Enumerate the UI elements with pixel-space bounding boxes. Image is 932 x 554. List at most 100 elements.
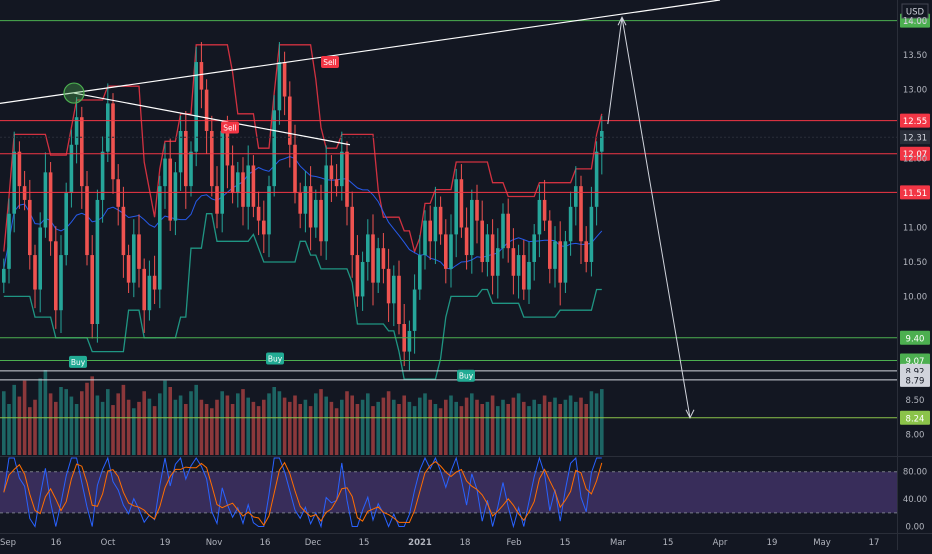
candle (522, 239, 526, 300)
buy-signal: Buy (69, 355, 87, 368)
candle (532, 224, 536, 281)
candle-body (178, 130, 183, 173)
volume-bar (558, 404, 562, 455)
volume-bar (360, 399, 365, 455)
candle (386, 248, 391, 322)
volume-bar (454, 401, 458, 455)
candle-body (95, 199, 100, 325)
candle (111, 93, 115, 194)
candle (267, 175, 271, 258)
candle-body (126, 255, 131, 283)
volume-bar (464, 397, 469, 455)
time-tick-label: 15 (663, 538, 674, 548)
candle-body (334, 179, 339, 187)
supertrend-lower-line (3, 213, 602, 380)
volume-bar (303, 399, 308, 455)
candle-body (298, 193, 302, 214)
time-tick-label: Mar (610, 538, 627, 548)
candle (277, 42, 282, 125)
candle (215, 166, 219, 229)
time-tick-label: Apr (713, 538, 728, 548)
candle (496, 228, 500, 299)
last-price-tag (900, 130, 930, 145)
candle (293, 124, 297, 204)
volume-bar (412, 406, 417, 455)
candle-body (589, 206, 594, 262)
candle (490, 219, 495, 295)
volume-bar (490, 395, 495, 455)
volume-bar (194, 384, 198, 455)
sell-signal-label: Sell (323, 58, 337, 67)
volume-bar (350, 395, 354, 455)
candle-body (490, 234, 495, 276)
candle (1, 258, 6, 293)
candle (241, 157, 245, 226)
candle (444, 219, 448, 284)
candle (7, 198, 11, 284)
level-price-label: 8.92 (906, 367, 925, 377)
candle-body (563, 241, 568, 283)
candle (527, 241, 531, 305)
candle (345, 141, 349, 226)
candle (371, 214, 375, 306)
candle-body (90, 255, 94, 325)
volume-bar (480, 404, 484, 455)
candle-body (225, 130, 230, 166)
trend-line-upper (0, 0, 721, 105)
candle-body (210, 130, 214, 187)
candle-body (132, 234, 136, 283)
volume-bar (418, 397, 422, 455)
candle-body (277, 62, 282, 111)
candle (158, 175, 162, 309)
level-price-label: 9.07 (906, 357, 925, 367)
candle-body (386, 268, 391, 304)
volume-bar (7, 404, 11, 455)
candle-body (262, 220, 266, 235)
candle (303, 170, 308, 233)
time-tick-label: Nov (206, 538, 223, 548)
candle (381, 233, 386, 284)
time-tick-label: 18 (460, 538, 471, 548)
volume-bar (204, 404, 209, 455)
volume-bar (28, 407, 32, 455)
candle-body (511, 248, 516, 276)
candle-body (48, 172, 53, 242)
volume-bar (568, 395, 573, 455)
volume-bar (407, 401, 412, 455)
level-price-label: 11.51 (903, 189, 927, 199)
volume-bar (542, 395, 547, 455)
candle-body (407, 330, 412, 352)
volume-bar (329, 401, 334, 455)
volume-bar (267, 393, 271, 455)
time-tick-label: 16 (51, 538, 62, 548)
candle (475, 184, 479, 244)
time-tick-label: 2021 (408, 538, 432, 548)
candle-body (433, 206, 438, 242)
candle-body (189, 151, 193, 187)
volume-bar (459, 406, 464, 455)
arrow-head-up (617, 16, 627, 26)
candle-body (1, 268, 6, 283)
candle-body (111, 103, 115, 180)
candle (319, 184, 323, 256)
candle-body (43, 172, 48, 228)
time-tick-label: Feb (506, 538, 521, 548)
candle-body (568, 206, 573, 242)
candle (376, 237, 380, 293)
volume-bar (43, 370, 48, 455)
candle-body (355, 255, 360, 297)
volume-bar (522, 401, 526, 455)
volume-bar (33, 399, 37, 455)
volume-bar (506, 404, 510, 455)
candle (152, 255, 157, 305)
volume-bar (288, 401, 292, 455)
volume-bar (236, 393, 240, 455)
oscillator-tick-label: 80.00 (903, 468, 927, 478)
buy-signal-label: Buy (268, 354, 283, 363)
oscillator-tick-label: 40.00 (903, 495, 927, 505)
candle-body (548, 220, 552, 269)
candle-body (506, 213, 510, 249)
volume-bar (366, 393, 370, 455)
candle (85, 170, 89, 266)
candle (350, 191, 354, 278)
